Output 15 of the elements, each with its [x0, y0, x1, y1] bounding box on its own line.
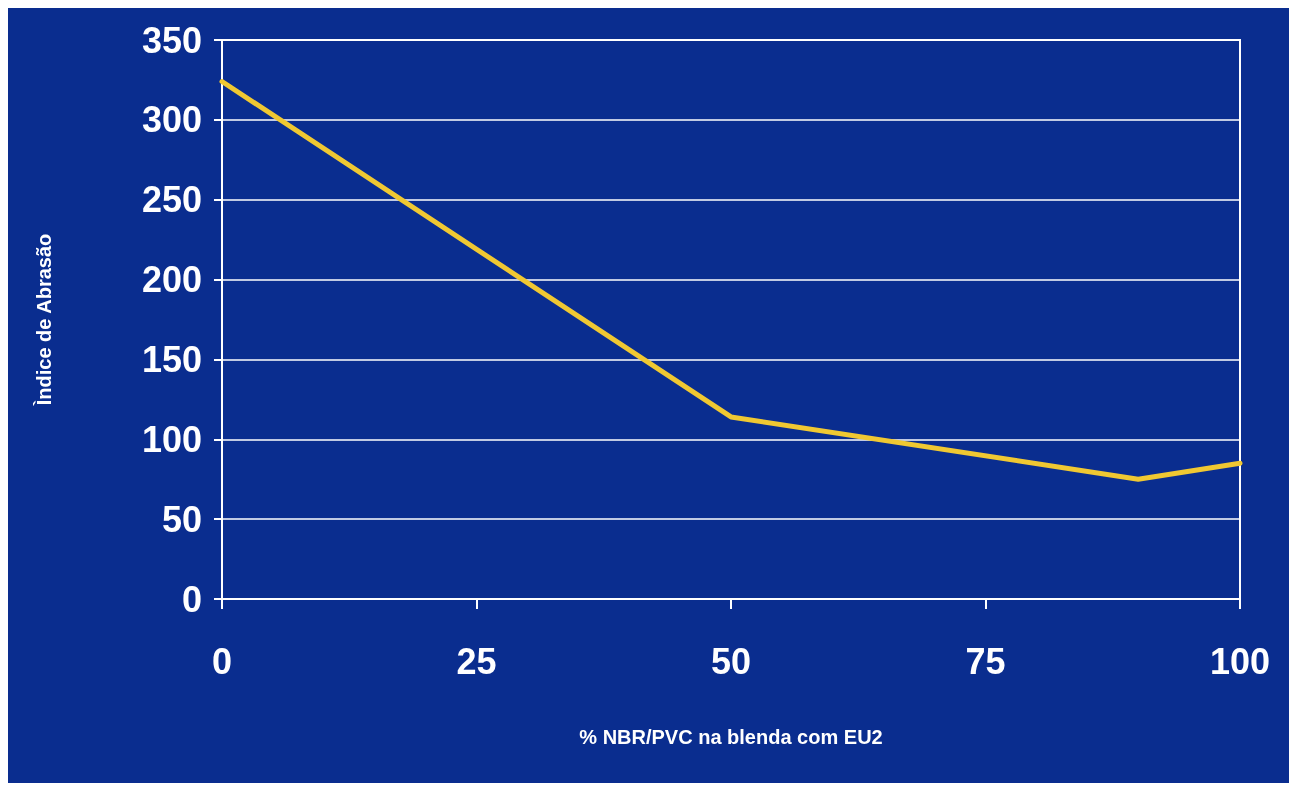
x-tick-label: 75 — [965, 640, 1006, 682]
x-tick-label: 100 — [1209, 640, 1271, 682]
y-tick-label: 150 — [141, 338, 202, 380]
x-tick-label: 0 — [211, 640, 233, 682]
y-tick-label: 200 — [141, 259, 202, 301]
y-tick-label: 50 — [161, 498, 202, 540]
y-tick-label: 0 — [181, 578, 202, 620]
x-tick-label: 25 — [456, 640, 497, 682]
y-tick-label: 100 — [141, 418, 202, 460]
x-axis-title: % NBR/PVC na blenda com EU2 — [579, 726, 883, 748]
y-tick-label: 350 — [141, 19, 202, 61]
x-tick-label: 50 — [710, 640, 752, 682]
y-tick-label: 300 — [141, 99, 202, 141]
y-axis-title: Ìndice de Abrasão — [33, 233, 55, 407]
y-tick-label: 250 — [141, 179, 202, 221]
